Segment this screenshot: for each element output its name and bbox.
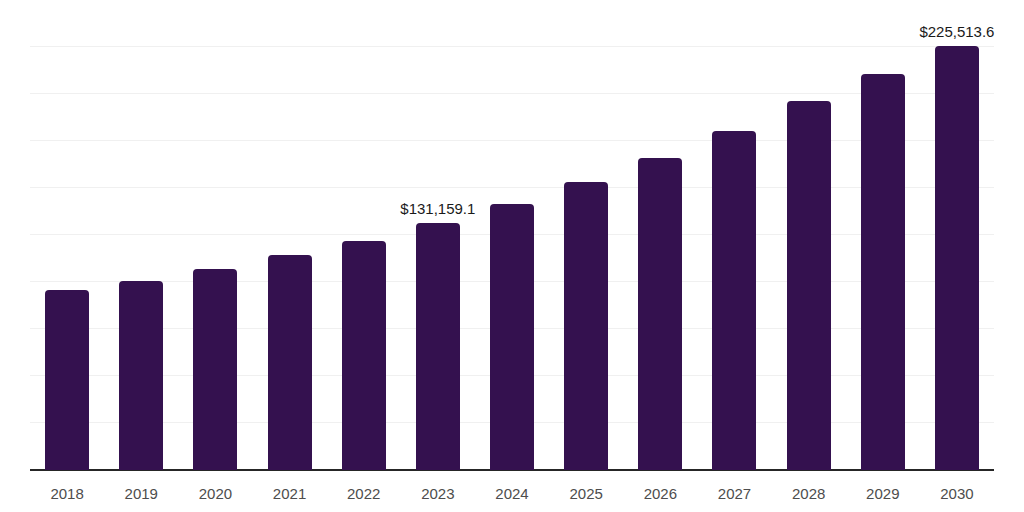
bar-value-label-2030: $225,513.6 <box>919 23 994 40</box>
gridline <box>30 93 994 94</box>
x-tick-label-2029: 2029 <box>846 482 920 506</box>
bar-2019 <box>119 281 163 471</box>
bar-2021 <box>268 255 312 470</box>
bar-2027 <box>712 131 756 470</box>
bar-2022 <box>342 241 386 470</box>
bar-2023 <box>416 223 460 470</box>
gridline <box>30 46 994 47</box>
x-tick-label-2030: 2030 <box>920 482 994 506</box>
plot-area: $131,159.1 $225,513.6 <box>30 0 994 470</box>
bar-2024 <box>490 204 534 470</box>
x-tick-label-2022: 2022 <box>327 482 401 506</box>
x-tick-label-2021: 2021 <box>252 482 326 506</box>
x-tick-label-2026: 2026 <box>623 482 697 506</box>
bar-2026 <box>638 158 682 470</box>
bar-chart: $131,159.1$225,513.6 2018201920202021202… <box>0 0 1024 512</box>
bar-2020 <box>193 269 237 470</box>
gridline <box>30 140 994 141</box>
x-tick-label-2028: 2028 <box>772 482 846 506</box>
bar-2029 <box>861 74 905 470</box>
bar-2018 <box>45 290 89 470</box>
bar-2028 <box>787 101 831 470</box>
bar-value-label-2023: $131,159.1 <box>400 200 475 217</box>
x-tick-label-2019: 2019 <box>104 482 178 506</box>
x-tick-label-2024: 2024 <box>475 482 549 506</box>
x-tick-label-2023: 2023 <box>401 482 475 506</box>
gridline <box>30 187 994 188</box>
bar-2030 <box>935 46 979 470</box>
bar-2025 <box>564 182 608 470</box>
x-axis-labels: 2018201920202021202220232024202520262027… <box>30 482 994 506</box>
x-tick-label-2020: 2020 <box>178 482 252 506</box>
x-tick-label-2025: 2025 <box>549 482 623 506</box>
x-tick-label-2018: 2018 <box>30 482 104 506</box>
x-tick-label-2027: 2027 <box>697 482 771 506</box>
